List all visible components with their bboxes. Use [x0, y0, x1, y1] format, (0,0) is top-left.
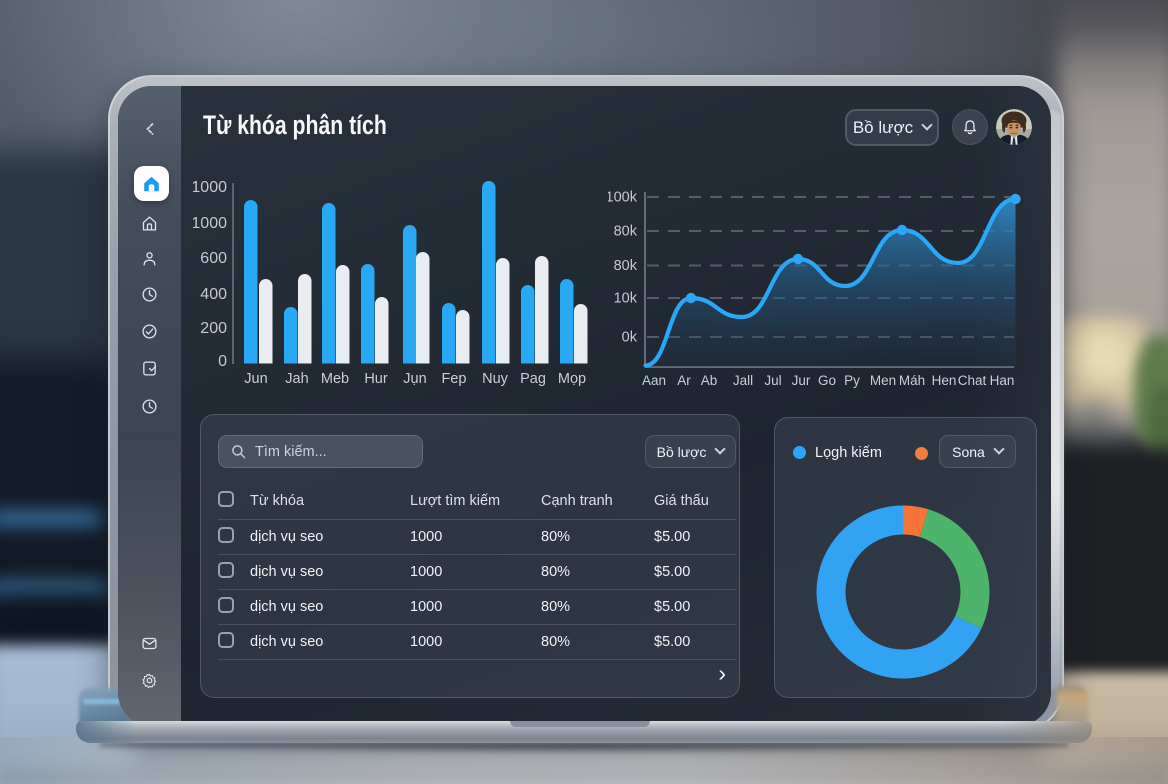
svg-text:Han: Han [990, 373, 1015, 388]
svg-text:Men: Men [870, 373, 896, 388]
svg-text:Jun: Jun [244, 371, 267, 387]
svg-text:Jah: Jah [285, 371, 308, 387]
svg-text:Aan: Aan [642, 373, 666, 388]
svg-text:Go: Go [818, 373, 836, 388]
svg-text:Fep: Fep [442, 371, 467, 387]
svg-text:Jur: Jur [792, 373, 811, 388]
svg-text:Meb: Meb [321, 371, 349, 387]
svg-text:600: 600 [200, 250, 227, 267]
svg-text:100k: 100k [608, 190, 638, 206]
svg-text:Jụn: Jụn [403, 371, 426, 387]
svg-text:0k: 0k [622, 330, 638, 346]
svg-text:Jul: Jul [764, 373, 781, 388]
svg-text:Jall: Jall [733, 373, 753, 388]
svg-text:Py: Py [844, 373, 860, 388]
svg-text:1000: 1000 [193, 215, 227, 232]
svg-text:Ab: Ab [701, 373, 718, 388]
svg-text:Ar: Ar [677, 373, 691, 388]
svg-text:1000: 1000 [193, 179, 227, 196]
svg-text:Máh: Máh [899, 373, 925, 388]
svg-text:Mọp: Mọp [558, 371, 586, 387]
svg-text:Nuy: Nuy [482, 371, 509, 387]
svg-text:Hur: Hur [364, 371, 388, 387]
svg-text:10k: 10k [614, 291, 638, 307]
svg-text:400: 400 [200, 286, 227, 303]
svg-text:80k: 80k [614, 258, 638, 274]
svg-text:80k: 80k [614, 224, 638, 240]
svg-text:0: 0 [218, 353, 227, 370]
svg-text:Pag: Pag [520, 371, 546, 387]
svg-text:Hen: Hen [932, 373, 957, 388]
svg-text:Chat: Chat [958, 373, 987, 388]
svg-text:200: 200 [200, 320, 227, 337]
